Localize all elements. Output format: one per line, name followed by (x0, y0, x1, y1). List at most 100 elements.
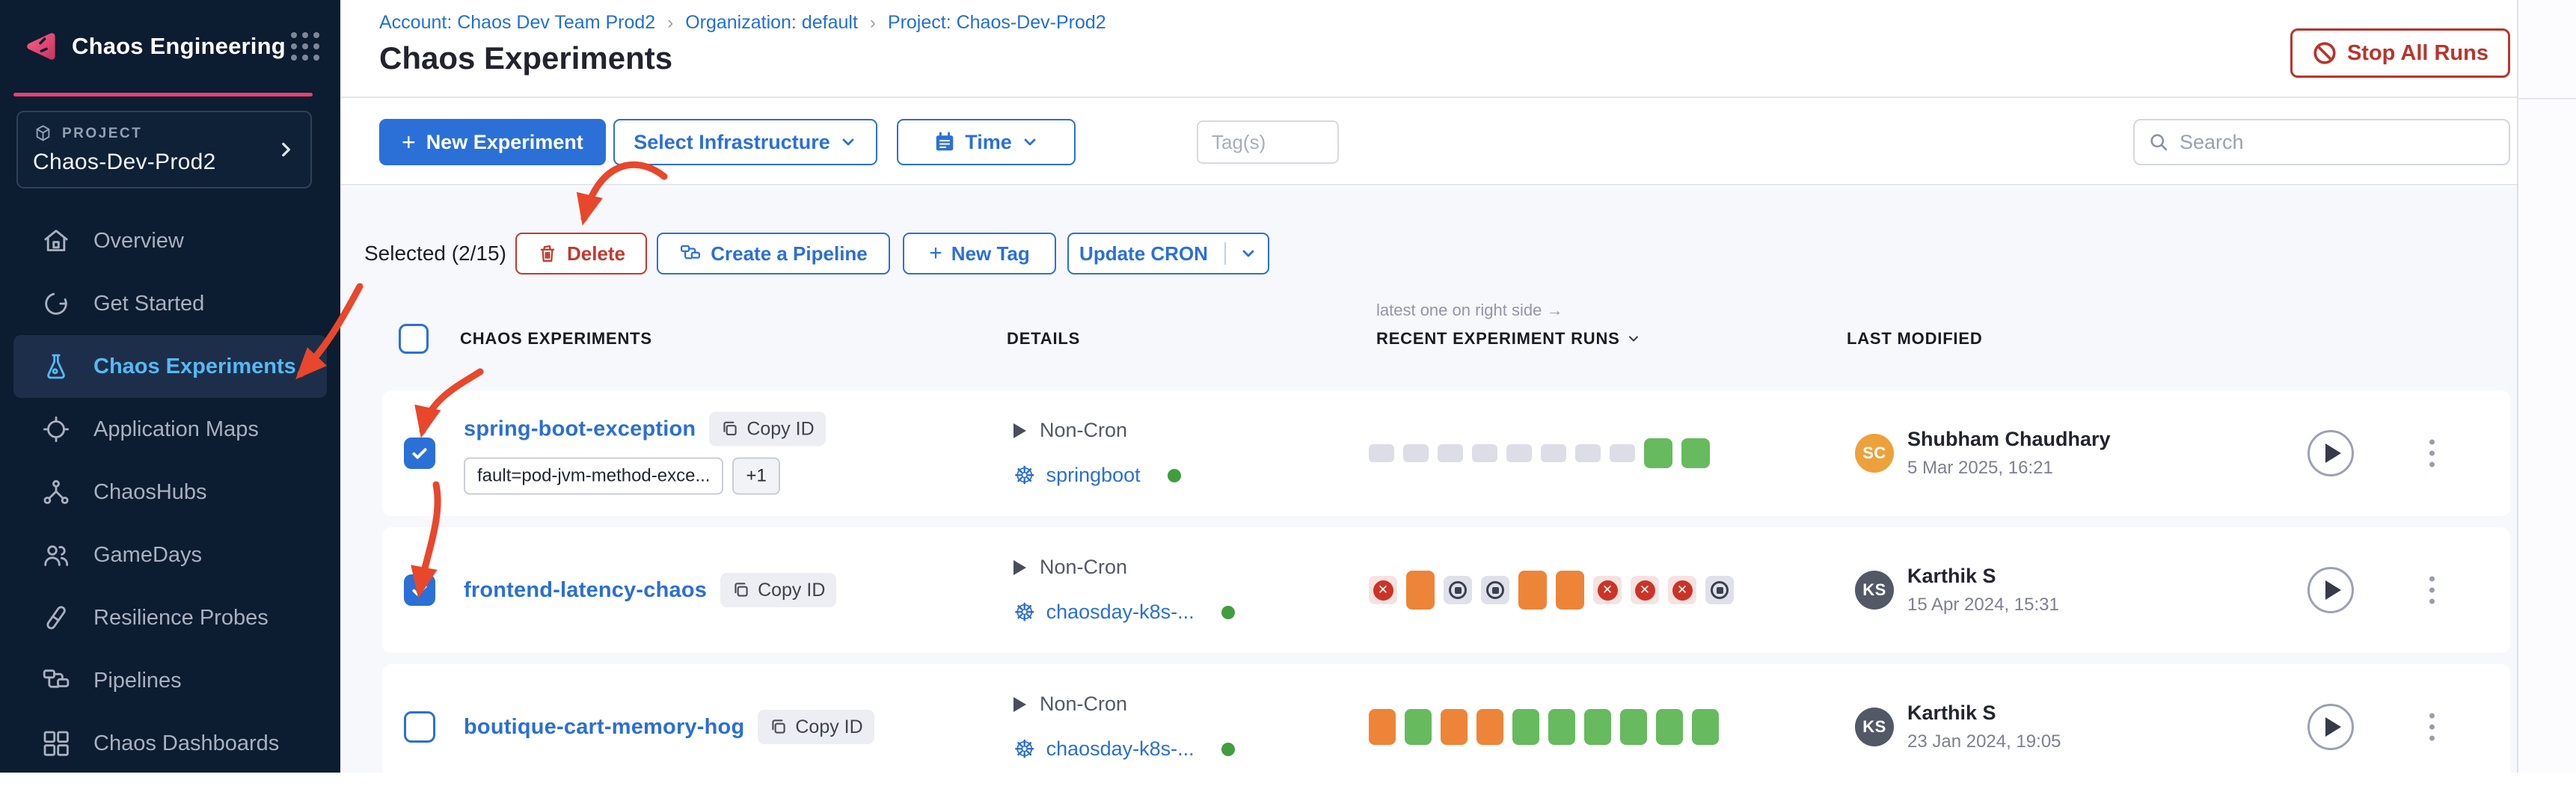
infrastructure-link[interactable]: chaosday-k8s-... (1046, 601, 1195, 623)
infrastructure-link[interactable]: chaosday-k8s-... (1046, 737, 1195, 760)
tags-filter-input[interactable] (1197, 120, 1339, 164)
experiments-table: spring-boot-exception Copy ID fault=pod-… (382, 390, 2510, 801)
create-pipeline-button[interactable]: Create a Pipeline (657, 233, 890, 274)
run-indicator-green[interactable] (1405, 709, 1432, 745)
run-indicator-orange[interactable] (1476, 709, 1503, 745)
modified-by-name: Shubham Chaudhary (1907, 428, 2111, 450)
run-indicator-gray[interactable] (1610, 444, 1635, 462)
run-indicator-gray[interactable] (1472, 444, 1497, 462)
sidebar-item-resilience-probes[interactable]: Resilience Probes (13, 586, 327, 649)
run-experiment-button[interactable] (2307, 567, 2354, 613)
delete-button[interactable]: Delete (515, 233, 647, 274)
run-indicator-green[interactable] (1681, 438, 1710, 468)
new-experiment-button[interactable]: + New Experiment (379, 119, 606, 165)
row-1-checkbox[interactable] (404, 438, 435, 469)
column-last-modified: LAST MODIFIED (1847, 329, 1983, 348)
modified-date: 23 Jan 2024, 19:05 (1907, 731, 2061, 752)
breadcrumb-project[interactable]: Project: Chaos-Dev-Prod2 (887, 12, 1106, 33)
sidebar-item-get-started[interactable]: Get Started (13, 272, 327, 335)
button-divider (1224, 242, 1226, 265)
stop-all-runs-button[interactable]: Stop All Runs (2290, 28, 2510, 78)
dashboard-icon (41, 728, 71, 758)
row-menu-button[interactable] (2423, 708, 2441, 747)
run-indicator-gray[interactable] (1541, 444, 1566, 462)
plus-icon: + (929, 241, 942, 266)
run-indicator-stopped[interactable] (1481, 576, 1509, 604)
run-indicator-orange[interactable] (1556, 571, 1584, 610)
experiment-name-link[interactable]: boutique-cart-memory-hog (464, 714, 745, 739)
search-box[interactable] (2133, 119, 2510, 165)
trash-icon (540, 245, 555, 263)
sidebar-item-chaoshubs[interactable]: ChaosHubs (13, 461, 327, 524)
run-indicator-orange[interactable] (1441, 709, 1468, 745)
run-indicator-orange[interactable] (1518, 571, 1547, 610)
run-indicator-green[interactable] (1692, 709, 1719, 745)
copy-id-label: Copy ID (758, 579, 826, 601)
run-indicator-gray[interactable] (1438, 444, 1463, 462)
page-scroll-gutter[interactable] (2517, 0, 2576, 773)
modified-date: 15 Apr 2024, 15:31 (1907, 595, 2059, 615)
experiment-name-link[interactable]: spring-boot-exception (464, 417, 696, 441)
select-infrastructure-dropdown[interactable]: Select Infrastructure (613, 119, 877, 165)
run-indicator-orange[interactable] (1369, 709, 1396, 745)
sidebar-item-overview[interactable]: Overview (13, 209, 327, 272)
run-indicator-green[interactable] (1512, 709, 1539, 745)
run-indicator-green[interactable] (1584, 709, 1611, 745)
sidebar-item-application-maps[interactable]: Application Maps (13, 398, 327, 461)
experiment-name-link[interactable]: frontend-latency-chaos (464, 577, 708, 602)
pipeline-icon (41, 666, 71, 696)
row-menu-button[interactable] (2423, 434, 2441, 473)
project-selector[interactable]: PROJECT Chaos-Dev-Prod2 (16, 111, 312, 188)
run-indicator-green[interactable] (1644, 438, 1672, 468)
run-indicator-stopped[interactable] (1444, 576, 1472, 604)
row-3-checkbox[interactable] (404, 711, 435, 743)
copy-id-button[interactable]: Copy ID (758, 710, 874, 744)
infra-status-dot (1167, 468, 1181, 482)
breadcrumb-organization[interactable]: Organization: default (685, 12, 858, 33)
infrastructure-link[interactable]: springboot (1046, 464, 1141, 486)
breadcrumb: Account: Chaos Dev Team Prod2 › Organiza… (379, 12, 1106, 34)
run-indicator-green[interactable] (1620, 709, 1647, 745)
run-indicator-gray[interactable] (1403, 444, 1429, 462)
sidebar-item-chaos-dashboards[interactable]: Chaos Dashboards (13, 712, 327, 775)
run-indicator-gray[interactable] (1575, 444, 1601, 462)
run-experiment-button[interactable] (2307, 704, 2354, 750)
table-row-spring-boot-exception: spring-boot-exception Copy ID fault=pod-… (382, 390, 2510, 516)
row-menu-button[interactable] (2423, 571, 2441, 610)
run-indicator-stopped[interactable] (1705, 576, 1734, 604)
run-indicator-orange[interactable] (1406, 571, 1435, 610)
sidebar-item-label: Chaos Experiments (93, 354, 296, 378)
run-indicator-failed[interactable]: ✕ (1593, 576, 1622, 604)
run-indicator-green[interactable] (1548, 709, 1575, 745)
run-indicator-failed[interactable]: ✕ (1369, 576, 1397, 604)
copy-id-button[interactable]: Copy ID (720, 573, 837, 607)
search-input[interactable] (2180, 130, 2495, 154)
chevron-down-icon (842, 138, 854, 146)
more-tags-chip[interactable]: +1 (732, 457, 780, 495)
column-chaos-experiments: CHAOS EXPERIMENTS (460, 329, 652, 348)
run-indicator-gray[interactable] (1369, 444, 1394, 462)
row-2-checkbox[interactable] (404, 574, 435, 606)
page-header: Account: Chaos Dev Team Prod2 › Organiza… (340, 0, 2517, 98)
breadcrumb-account[interactable]: Account: Chaos Dev Team Prod2 (379, 12, 656, 33)
module-grid-icon[interactable] (291, 32, 319, 61)
sidebar-item-pipelines[interactable]: Pipelines (13, 649, 327, 712)
run-indicator-failed[interactable]: ✕ (1631, 576, 1659, 604)
sidebar-item-gamedays[interactable]: GameDays (13, 524, 327, 586)
column-recent-runs[interactable]: RECENT EXPERIMENT RUNS (1376, 329, 1641, 349)
run-indicator-green[interactable] (1656, 709, 1683, 745)
sidebar-item-chaos-experiments[interactable]: Chaos Experiments (13, 335, 327, 398)
run-indicator-failed[interactable]: ✕ (1668, 576, 1696, 604)
select-all-checkbox[interactable] (399, 324, 429, 354)
modified-date: 5 Mar 2025, 16:21 (1907, 458, 2053, 478)
run-experiment-button[interactable] (2307, 430, 2354, 476)
selected-count: Selected (2/15) (364, 242, 506, 265)
non-cron-icon (1013, 559, 1026, 575)
tag-chip[interactable]: fault=pod-jvm-method-exce... (464, 457, 724, 495)
copy-id-button[interactable]: Copy ID (709, 411, 826, 446)
new-tag-button[interactable]: + New Tag (903, 233, 1056, 274)
run-indicator-gray[interactable] (1506, 444, 1532, 462)
time-filter-dropdown[interactable]: Time (897, 119, 1076, 165)
update-cron-button[interactable]: Update CRON (1067, 233, 1269, 274)
sidebar-accent-divider (13, 93, 313, 96)
